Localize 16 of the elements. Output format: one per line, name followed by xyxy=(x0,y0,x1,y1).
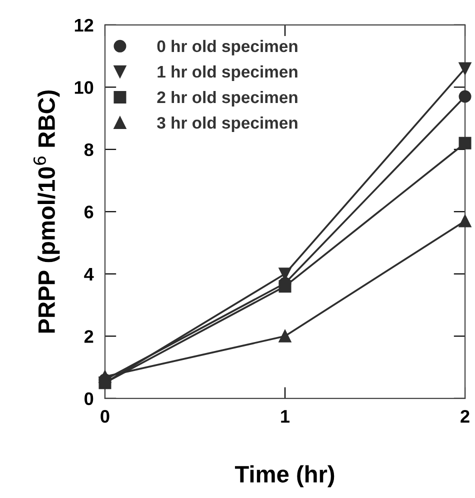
y-tick-label: 6 xyxy=(84,206,94,218)
x-tick-label: 2 xyxy=(460,410,470,423)
x-tick-label: 0 xyxy=(100,410,110,423)
legend-label: 1 hr old specimen xyxy=(158,65,298,81)
y-tick-label: 10 xyxy=(74,81,94,94)
y-tick-label: 4 xyxy=(84,268,94,280)
y-tick-label: 2 xyxy=(84,330,94,343)
y-tick-label: 12 xyxy=(74,18,94,32)
legend-label: 2 hr old specimen xyxy=(157,90,298,107)
y-tick-label: 8 xyxy=(84,143,94,156)
x-axis-title: Time (hr) xyxy=(234,465,334,488)
legend-label: 3 hr old specimen xyxy=(157,116,298,132)
y-tick-label: 0 xyxy=(84,392,94,406)
x-tick-label: 1 xyxy=(281,410,290,423)
y-axis-title: PRPP (pmol/10$^{6}$ RBC) xyxy=(33,90,60,333)
legend-label: 0 hr old specimen xyxy=(157,40,298,56)
